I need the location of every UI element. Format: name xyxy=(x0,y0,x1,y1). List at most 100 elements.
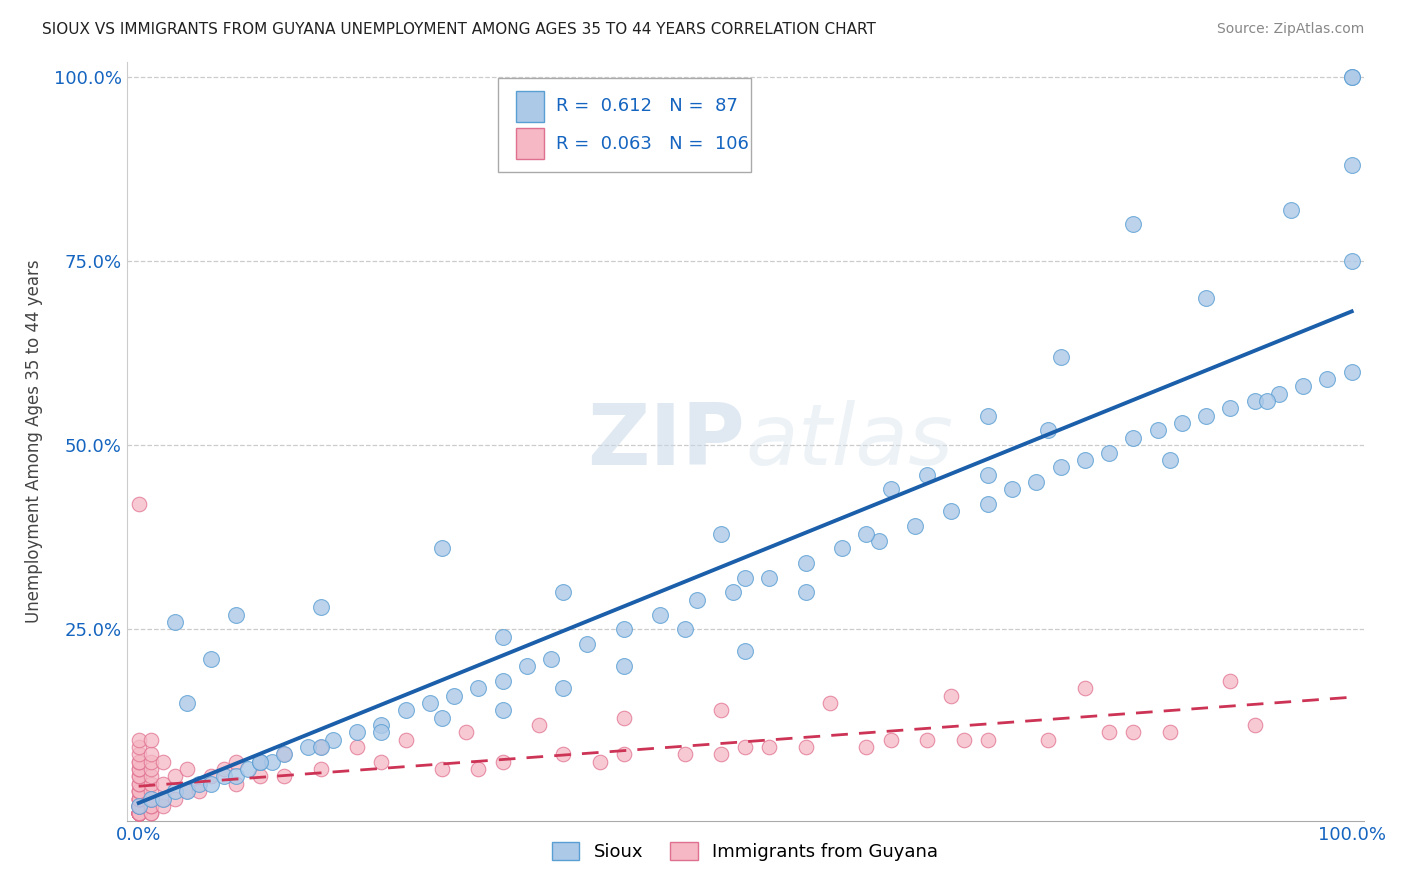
Point xyxy=(1171,416,1194,430)
Point xyxy=(128,806,150,821)
Point xyxy=(200,777,222,791)
Point xyxy=(491,703,513,717)
Point xyxy=(430,541,453,556)
Point xyxy=(1340,365,1362,379)
Point xyxy=(128,791,150,805)
Point xyxy=(139,777,162,791)
Point xyxy=(1243,394,1265,409)
Point xyxy=(1049,460,1071,475)
Point xyxy=(128,806,150,821)
Point xyxy=(1256,394,1278,409)
Point xyxy=(721,585,744,599)
Point xyxy=(128,784,150,798)
Point xyxy=(225,755,247,769)
Point xyxy=(394,732,416,747)
Point xyxy=(225,777,247,791)
Point xyxy=(977,467,1000,482)
Point xyxy=(613,659,636,673)
Point xyxy=(165,784,187,798)
Point xyxy=(322,732,344,747)
Point xyxy=(952,732,974,747)
Point xyxy=(1243,718,1265,732)
Point xyxy=(128,777,150,791)
Point xyxy=(977,409,1000,423)
Point xyxy=(370,718,392,732)
Point xyxy=(128,806,150,821)
Point xyxy=(128,806,150,821)
Point xyxy=(139,747,162,762)
Point xyxy=(443,689,465,703)
Point xyxy=(880,732,903,747)
Point xyxy=(139,791,162,805)
Text: atlas: atlas xyxy=(745,400,953,483)
Point xyxy=(309,600,332,615)
Point xyxy=(128,784,150,798)
Point xyxy=(553,585,575,599)
Point xyxy=(1038,732,1060,747)
Point xyxy=(152,798,174,813)
Point xyxy=(139,798,162,813)
Point xyxy=(152,755,174,769)
Point xyxy=(370,725,392,739)
Point xyxy=(128,806,150,821)
Point xyxy=(1122,431,1144,445)
Point xyxy=(139,798,162,813)
Point xyxy=(309,739,332,754)
Point xyxy=(165,615,187,629)
Point xyxy=(225,607,247,622)
Point xyxy=(128,791,150,805)
Point xyxy=(758,571,780,585)
Point xyxy=(128,806,150,821)
Point xyxy=(139,791,162,805)
Point xyxy=(1316,372,1339,386)
Point xyxy=(212,762,235,776)
Y-axis label: Unemployment Among Ages 35 to 44 years: Unemployment Among Ages 35 to 44 years xyxy=(24,260,42,624)
Point xyxy=(1098,445,1121,459)
Point xyxy=(249,755,271,769)
Point xyxy=(128,798,150,813)
Legend: Sioux, Immigrants from Guyana: Sioux, Immigrants from Guyana xyxy=(546,835,945,869)
Point xyxy=(139,732,162,747)
Point xyxy=(128,755,150,769)
Point xyxy=(1074,453,1097,467)
Point xyxy=(273,747,295,762)
Point xyxy=(139,769,162,783)
Point xyxy=(1098,725,1121,739)
Point xyxy=(553,747,575,762)
Point xyxy=(576,637,599,651)
Point xyxy=(128,798,150,813)
Point xyxy=(128,798,150,813)
Point xyxy=(139,784,162,798)
Point xyxy=(880,483,903,497)
Point xyxy=(941,689,963,703)
Point xyxy=(262,755,284,769)
Point xyxy=(128,798,150,813)
Point xyxy=(491,673,513,688)
Point xyxy=(128,791,150,805)
Point xyxy=(346,725,368,739)
Point xyxy=(1038,424,1060,438)
Point xyxy=(128,806,150,821)
Text: ZIP: ZIP xyxy=(588,400,745,483)
Point xyxy=(139,806,162,821)
Point xyxy=(309,739,332,754)
Point xyxy=(165,769,187,783)
Point xyxy=(710,747,733,762)
Point xyxy=(1268,386,1291,401)
Point xyxy=(128,806,150,821)
Point xyxy=(685,592,707,607)
Point xyxy=(225,769,247,783)
Point xyxy=(128,798,150,813)
Point xyxy=(128,777,150,791)
Point xyxy=(249,755,271,769)
Point xyxy=(734,644,756,658)
Point xyxy=(273,769,295,783)
Point xyxy=(650,607,672,622)
Point xyxy=(188,777,211,791)
Point xyxy=(516,659,538,673)
Point xyxy=(152,777,174,791)
Point xyxy=(1159,725,1181,739)
Point xyxy=(152,791,174,805)
Point xyxy=(491,630,513,644)
Point xyxy=(128,762,150,776)
